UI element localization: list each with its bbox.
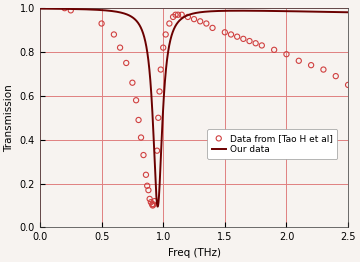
Data from [Tao H et al] — [138, 135, 144, 140]
Data from [Tao H et al] — [117, 46, 123, 50]
Our data — [156, 200, 161, 204]
Data from [Tao H et al] — [133, 98, 139, 102]
Data from [Tao H et al] — [185, 15, 191, 19]
Data from [Tao H et al] — [210, 26, 215, 30]
Data from [Tao H et al] — [234, 35, 240, 39]
Data from [Tao H et al] — [111, 32, 117, 37]
Our data — [223, 9, 228, 12]
Data from [Tao H et al] — [143, 173, 149, 177]
Our data — [239, 9, 243, 12]
Y-axis label: Transmission: Transmission — [4, 84, 14, 152]
Data from [Tao H et al] — [191, 17, 197, 21]
Data from [Tao H et al] — [166, 21, 172, 26]
Data from [Tao H et al] — [253, 41, 258, 45]
Data from [Tao H et al] — [228, 32, 234, 37]
Data from [Tao H et al] — [141, 153, 147, 157]
Data from [Tao H et al] — [130, 81, 135, 85]
Data from [Tao H et al] — [62, 6, 67, 10]
Our data — [268, 9, 273, 13]
Data from [Tao H et al] — [160, 46, 166, 50]
Data from [Tao H et al] — [163, 32, 168, 37]
Data from [Tao H et al] — [240, 37, 246, 41]
Data from [Tao H et al] — [136, 118, 141, 122]
Data from [Tao H et al] — [308, 63, 314, 67]
Our data — [346, 11, 350, 14]
Our data — [95, 8, 99, 11]
Data from [Tao H et al] — [284, 52, 289, 56]
Data from [Tao H et al] — [99, 21, 104, 26]
Data from [Tao H et al] — [320, 67, 326, 72]
Data from [Tao H et al] — [157, 89, 162, 94]
Data from [Tao H et al] — [203, 21, 209, 26]
Data from [Tao H et al] — [154, 149, 160, 153]
Data from [Tao H et al] — [345, 83, 351, 87]
Data from [Tao H et al] — [156, 116, 161, 120]
Data from [Tao H et al] — [197, 19, 203, 23]
Data from [Tao H et al] — [170, 15, 176, 19]
Our data — [39, 7, 43, 10]
Data from [Tao H et al] — [271, 48, 277, 52]
Data from [Tao H et al] — [222, 30, 228, 34]
Data from [Tao H et al] — [150, 203, 156, 208]
Data from [Tao H et al] — [123, 61, 129, 65]
Data from [Tao H et al] — [149, 202, 155, 206]
Data from [Tao H et al] — [147, 197, 153, 201]
Data from [Tao H et al] — [296, 59, 302, 63]
Data from [Tao H et al] — [145, 188, 151, 192]
Data from [Tao H et al] — [259, 43, 265, 47]
Data from [Tao H et al] — [247, 39, 252, 43]
Our data — [291, 10, 296, 13]
Data from [Tao H et al] — [179, 13, 185, 17]
Data from [Tao H et al] — [158, 67, 164, 72]
Data from [Tao H et al] — [150, 202, 156, 206]
Legend: Data from [Tao H et al], Our data: Data from [Tao H et al], Our data — [207, 129, 337, 159]
Data from [Tao H et al] — [333, 74, 339, 78]
Data from [Tao H et al] — [175, 13, 181, 17]
Data from [Tao H et al] — [68, 8, 74, 13]
Data from [Tao H et al] — [148, 200, 154, 204]
X-axis label: Freq (THz): Freq (THz) — [167, 248, 221, 258]
Data from [Tao H et al] — [152, 199, 157, 203]
Line: Our data: Our data — [41, 9, 348, 206]
Data from [Tao H et al] — [144, 184, 150, 188]
Data from [Tao H et al] — [173, 13, 179, 17]
Our data — [156, 205, 160, 208]
